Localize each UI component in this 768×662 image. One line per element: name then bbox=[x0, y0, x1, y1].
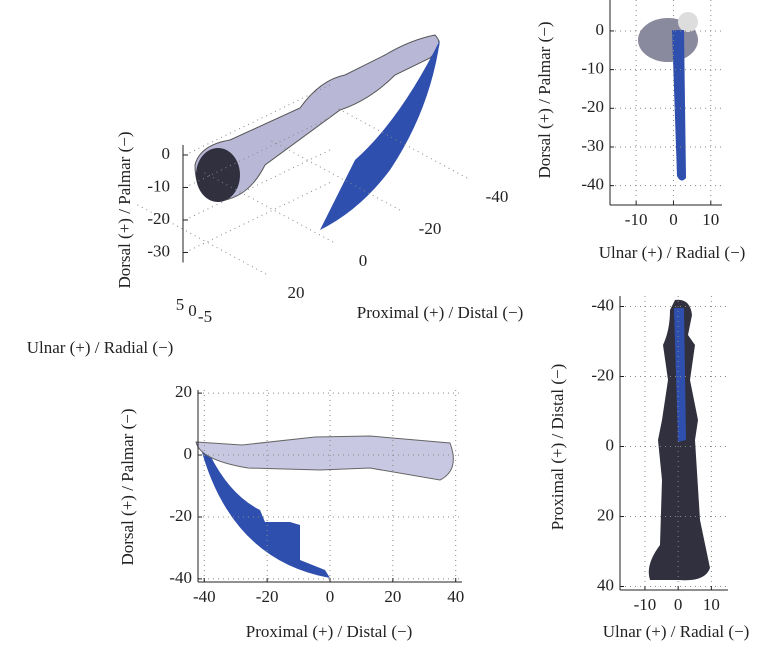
y-tick-label: -30 bbox=[581, 136, 604, 155]
y-tick-label: -10 bbox=[581, 59, 604, 78]
x-axis-label: Ulnar (+) / Radial (−) bbox=[599, 243, 746, 262]
y-tick-label: -40 bbox=[581, 175, 604, 194]
x-tick-label: -40 bbox=[193, 587, 216, 606]
y-tick-label: 40 bbox=[597, 575, 614, 594]
y-tick-label: 0 bbox=[596, 20, 605, 39]
y-axis-label: Ulnar (+) / Radial (−) bbox=[27, 338, 174, 357]
y-tick-label: -20 bbox=[169, 506, 192, 525]
x-axis-label: Proximal (+) / Distal (−) bbox=[246, 622, 412, 641]
x-tick-label: 0 bbox=[359, 251, 368, 270]
x-tick-label: 20 bbox=[384, 587, 401, 606]
y-tick-label: -20 bbox=[581, 97, 604, 116]
x-axis-label: Proximal (+) / Distal (−) bbox=[357, 303, 523, 322]
x-tick-label: -10 bbox=[625, 210, 648, 229]
y-tick-label: -40 bbox=[169, 568, 192, 587]
y-tick-label: 5 bbox=[176, 295, 185, 314]
x-tick-label: 10 bbox=[703, 595, 720, 614]
x-tick-label: -20 bbox=[419, 219, 442, 238]
z-tick-label: -10 bbox=[147, 176, 170, 195]
bone-render-side bbox=[196, 436, 453, 578]
z-tick-label: -20 bbox=[147, 209, 170, 228]
z-axis-label: Dorsal (+) / Palmar (−) bbox=[115, 131, 134, 288]
y-tick-label: 0 bbox=[184, 444, 193, 463]
x-tick-label: 0 bbox=[669, 210, 678, 229]
x-tick-label: 20 bbox=[288, 283, 305, 302]
x-tick-label: 0 bbox=[326, 587, 335, 606]
bone-render-3d bbox=[195, 35, 440, 230]
y-tick-label: 20 bbox=[597, 505, 614, 524]
x-tick-label: 10 bbox=[702, 210, 719, 229]
bone-render-top bbox=[638, 12, 698, 181]
x-tick-label: 0 bbox=[674, 595, 683, 614]
y-tick-label: -5 bbox=[198, 307, 212, 326]
y-tick-label: 20 bbox=[175, 382, 192, 401]
figure: 200-20-4050-50-10-20-30Proximal (+) / Di… bbox=[0, 0, 768, 657]
x-tick-label: -20 bbox=[256, 587, 279, 606]
x-axis-label: Ulnar (+) / Radial (−) bbox=[603, 622, 750, 641]
x-tick-label: 40 bbox=[447, 587, 464, 606]
z-tick-label: 0 bbox=[162, 144, 171, 163]
grid-line bbox=[203, 172, 333, 242]
y-axis-label: Dorsal (+) / Palmar (−) bbox=[535, 21, 554, 178]
y-tick-label: -40 bbox=[591, 295, 614, 314]
y-tick-label: -20 bbox=[591, 365, 614, 384]
y-axis-label: Proximal (+) / Distal (−) bbox=[548, 364, 567, 530]
bone-render-front bbox=[649, 300, 710, 580]
y-axis-label: Dorsal (+) / Palmar (−) bbox=[118, 408, 137, 565]
y-tick-label: 0 bbox=[606, 435, 615, 454]
z-tick-label: -30 bbox=[147, 241, 170, 260]
x-tick-label: -40 bbox=[486, 187, 509, 206]
y-tick-label: 0 bbox=[188, 301, 197, 320]
x-tick-label: -10 bbox=[634, 595, 657, 614]
